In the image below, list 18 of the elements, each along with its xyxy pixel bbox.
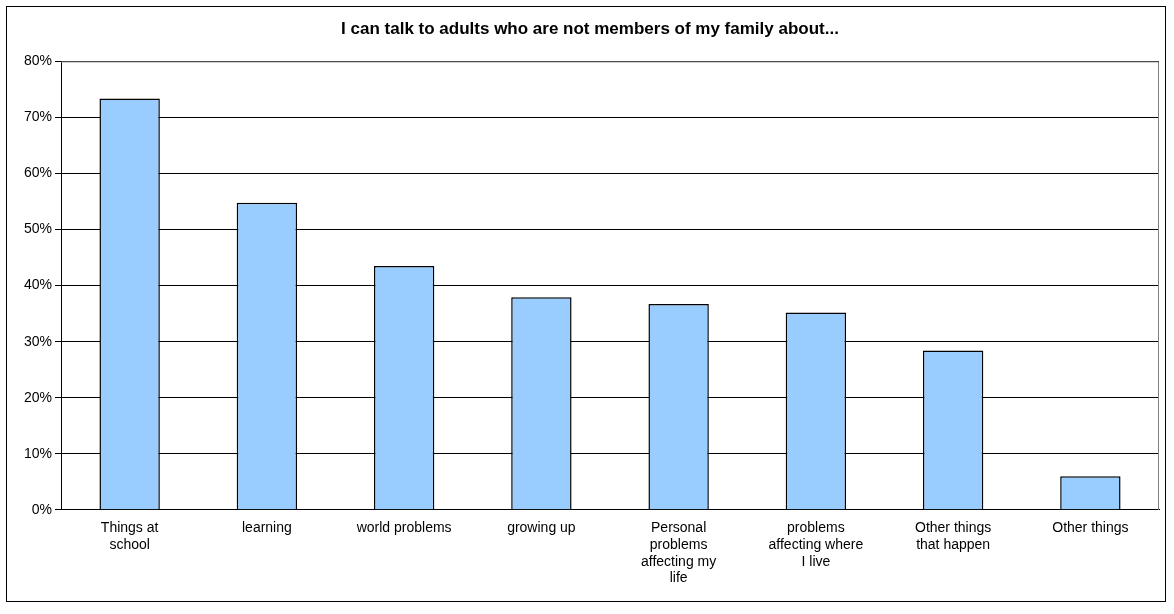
x-tick-label: growing up (507, 519, 576, 536)
x-tick-label: problems affecting where I live (768, 519, 864, 569)
y-tick-label: 60% (23, 164, 53, 181)
x-tick-label: Personal problems affecting my life (641, 519, 717, 586)
x-tick-label: world problems (355, 519, 452, 536)
y-tick-label: 70% (23, 108, 53, 125)
x-tick-label: learning (241, 519, 292, 536)
x-tick-label: Other things (1052, 519, 1129, 536)
y-tick-label: 80% (23, 52, 53, 69)
y-tick-label: 50% (23, 220, 53, 237)
y-tick-label: 40% (23, 276, 53, 293)
y-tick-label: 30% (23, 332, 53, 349)
x-tick-label: Other things that happen (915, 519, 992, 552)
chart-title: I can talk to adults who are not members of my family about... (341, 18, 839, 38)
x-tick-label: Things at school (100, 519, 159, 552)
y-tick-label: 20% (23, 388, 53, 405)
y-tick-label: 0% (31, 500, 53, 517)
y-tick-label: 10% (23, 444, 53, 461)
